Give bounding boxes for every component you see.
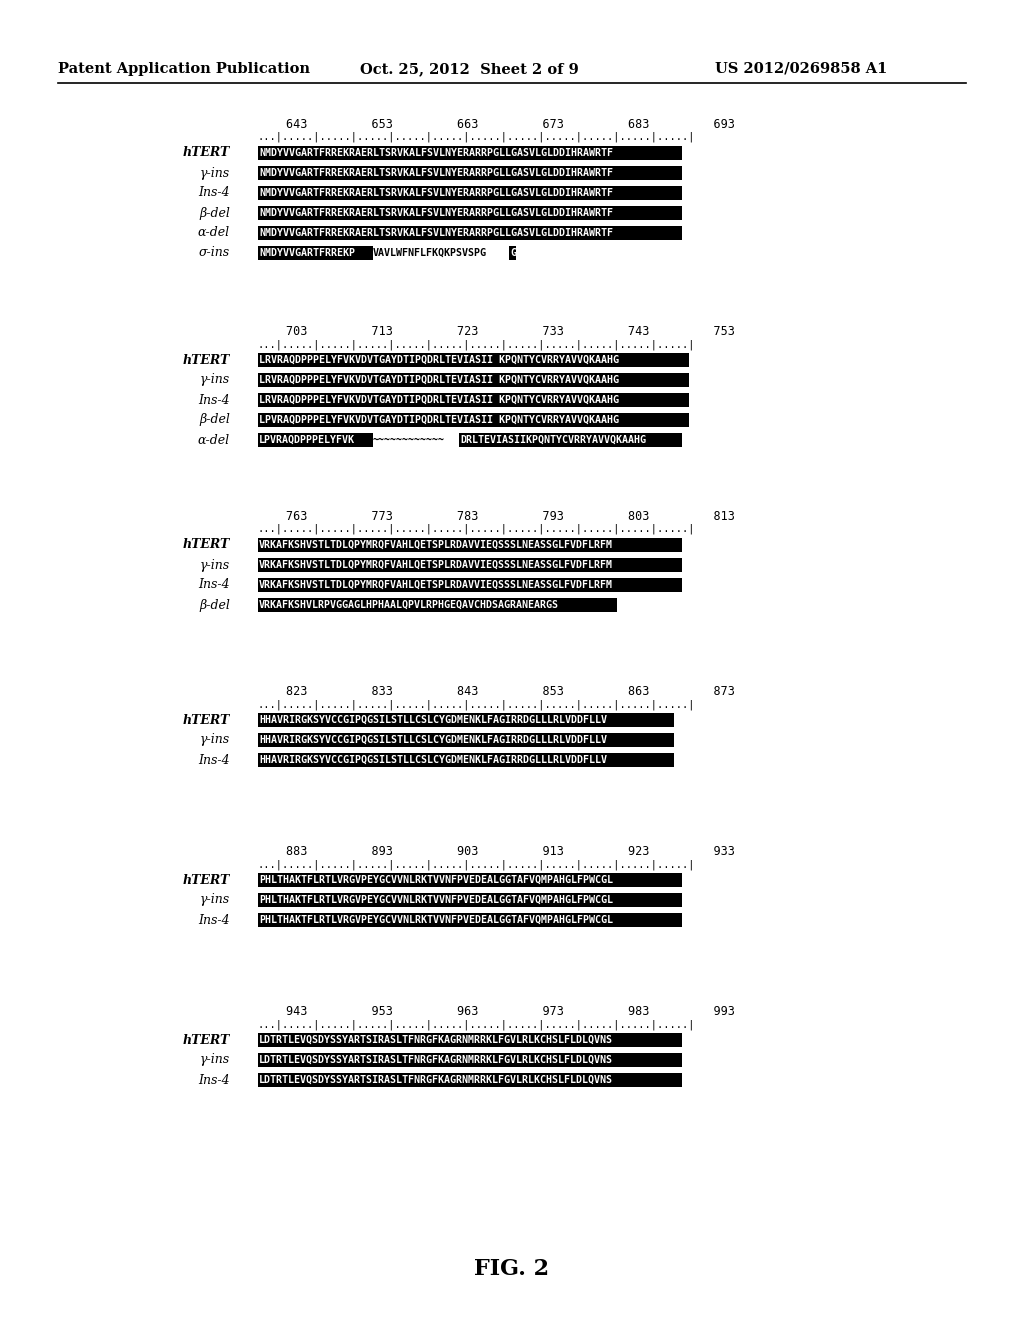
Bar [258,413,689,426]
Bar [258,733,675,747]
Text: 943         953         963         973         983         993: 943 953 963 973 983 993 [286,1005,735,1018]
Text: Ins-4: Ins-4 [199,1073,230,1086]
Text: LDTRTLEVQSDYSSYARTSIRASLTFNRGFKAGRNMRRKLFGVLRLKCHSLFLDLQVNS: LDTRTLEVQSDYSSYARTSIRASLTFNRGFKAGRNMRRKL… [259,1074,613,1085]
Text: HHAVRIRGKSYVCCGIPQGSILSTLLCSLCYGDMENKLFAGIRRDGLLLRLVDDFLLV: HHAVRIRGKSYVCCGIPQGSILSTLLCSLCYGDMENKLFA… [259,735,607,744]
Text: α-del: α-del [198,433,230,446]
Text: α-del: α-del [198,227,230,239]
Text: HHAVRIRGKSYVCCGIPQGSILSTLLCSLCYGDMENKLFAGIRRDGLLLRLVDDFLLV: HHAVRIRGKSYVCCGIPQGSILSTLLCSLCYGDMENKLFA… [259,755,607,766]
Text: PHLTHAKTFLRTLVRGVPEYGCVVNLRKTVVNFPVEDEALGGTAFVQMPAHGLFPWCGL: PHLTHAKTFLRTLVRGVPEYGCVVNLRKTVVNFPVEDEAL… [259,915,613,925]
Text: ...|.....|.....|.....|.....|.....|.....|.....|.....|.....|.....|.....|: ...|.....|.....|.....|.....|.....|.....|… [258,1019,695,1030]
Text: ...|.....|.....|.....|.....|.....|.....|.....|.....|.....|.....|.....|: ...|.....|.....|.....|.....|.....|.....|… [258,700,695,710]
Bar [258,206,682,220]
Text: LRVRAQDPPPELYFVKVDVTGAYDTIPQDRLTEVIASII KPQNTYCVRRYAVVQKAAHG: LRVRAQDPPPELYFVKVDVTGAYDTIPQDRLTEVIASII … [259,395,618,405]
Text: Ins-4: Ins-4 [199,754,230,767]
Text: 823         833         843         853         863         873: 823 833 843 853 863 873 [286,685,735,698]
Text: Patent Application Publication: Patent Application Publication [58,62,310,77]
Text: γ-ins: γ-ins [200,734,230,747]
Text: VRKAFKSHVSTLTDLQPYMRQFVAHLQETSPLRDAVVIEQSSSLNEASSGLFVDFLRFM: VRKAFKSHVSTLTDLQPYMRQFVAHLQETSPLRDAVVIEQ… [259,540,613,550]
Bar [258,873,682,887]
Text: LDTRTLEVQSDYSSYARTSIRASLTFNRGFKAGRNMRRKLFGVLRLKCHSLFLDLQVNS: LDTRTLEVQSDYSSYARTSIRASLTFNRGFKAGRNMRRKL… [259,1055,613,1065]
Text: hTERT: hTERT [182,874,230,887]
Text: Oct. 25, 2012  Sheet 2 of 9: Oct. 25, 2012 Sheet 2 of 9 [360,62,579,77]
Text: LPVRAQDPPPELYFVKVDVTGAYDTIPQDRLTEVIASII KPQNTYCVRRYAVVQKAAHG: LPVRAQDPPPELYFVKVDVTGAYDTIPQDRLTEVIASII … [259,414,618,425]
Text: γ-ins: γ-ins [200,166,230,180]
Bar [258,752,675,767]
Text: σ-ins: σ-ins [199,247,230,260]
Text: VRKAFKSHVLRPVGGAGLHPHAALQPVLRPHGEQAVCHDSAGRANEARGS: VRKAFKSHVLRPVGGAGLHPHAALQPVLRPHGEQAVCHDS… [259,601,559,610]
Text: 763         773         783         793         803         813: 763 773 783 793 803 813 [286,510,735,523]
Text: ...|.....|.....|.....|.....|.....|.....|.....|.....|.....|.....|.....|: ...|.....|.....|.....|.....|.....|.....|… [258,339,695,350]
Bar [258,393,689,407]
Text: VRKAFKSHVSTLTDLQPYMRQFVAHLQETSPLRDAVVIEQSSSLNEASSGLFVDFLRFM: VRKAFKSHVSTLTDLQPYMRQFVAHLQETSPLRDAVVIEQ… [259,560,613,570]
Text: LPVRAQDPPPELYFVK: LPVRAQDPPPELYFVK [259,436,355,445]
Text: LDTRTLEVQSDYSSYARTSIRASLTFNRGFKAGRNMRRKLFGVLRLKCHSLFLDLQVNS: LDTRTLEVQSDYSSYARTSIRASLTFNRGFKAGRNMRRKL… [259,1035,613,1045]
Text: 703         713         723         733         743         753: 703 713 723 733 743 753 [286,325,735,338]
Text: ...|.....|.....|.....|.....|.....|.....|.....|.....|.....|.....|.....|: ...|.....|.....|.....|.....|.....|.....|… [258,859,695,870]
Bar [509,246,516,260]
Bar [258,1034,682,1047]
Text: γ-ins: γ-ins [200,894,230,907]
Text: HHAVRIRGKSYVCCGIPQGSILSTLLCSLCYGDMENKLFAGIRRDGLLLRLVDDFLLV: HHAVRIRGKSYVCCGIPQGSILSTLLCSLCYGDMENKLFA… [259,715,607,725]
Text: 883         893         903         913         923         933: 883 893 903 913 923 933 [286,845,735,858]
Text: β-del: β-del [199,413,230,426]
Bar [258,147,682,160]
Text: γ-ins: γ-ins [200,374,230,387]
Text: LRVRAQDPPPELYFVKVDVTGAYDTIPQDRLTEVIASII KPQNTYCVRRYAVVQKAAHG: LRVRAQDPPPELYFVKVDVTGAYDTIPQDRLTEVIASII … [259,375,618,385]
Bar [258,186,682,201]
Text: NMDYVVGARTFRREKRAERLTSRVKALFSVLNYERARRPGLLGASVLGLDDIHRAWRTF: NMDYVVGARTFRREKRAERLTSRVKALFSVLNYERARRPG… [259,209,613,218]
Text: NMDYVVGARTFRREKP: NMDYVVGARTFRREKP [259,248,355,257]
Text: DRLTEVIASIIKPQNTYCVRRYAVVQKAAHG: DRLTEVIASIIKPQNTYCVRRYAVVQKAAHG [460,436,646,445]
Bar [258,1073,682,1086]
Text: LRVRAQDPPPELYFVKVDVTGAYDTIPQDRLTEVIASII KPQNTYCVRRYAVVQKAAHG: LRVRAQDPPPELYFVKVDVTGAYDTIPQDRLTEVIASII … [259,355,618,366]
Text: VRKAFKSHVSTLTDLQPYMRQFVAHLQETSPLRDAVVIEQSSSLNEASSGLFVDFLRFM: VRKAFKSHVSTLTDLQPYMRQFVAHLQETSPLRDAVVIEQ… [259,579,613,590]
Text: ~~~~~~~~~~~~: ~~~~~~~~~~~~ [373,436,444,445]
Text: hTERT: hTERT [182,714,230,726]
Text: Ins-4: Ins-4 [199,578,230,591]
Bar [258,539,682,552]
Text: Ins-4: Ins-4 [199,393,230,407]
Text: Ins-4: Ins-4 [199,913,230,927]
Text: NMDYVVGARTFRREKRAERLTSRVKALFSVLNYERARRPGLLGASVLGLDDIHRAWRTF: NMDYVVGARTFRREKRAERLTSRVKALFSVLNYERARRPG… [259,187,613,198]
Bar [258,352,689,367]
Text: PHLTHAKTFLRTLVRGVPEYGCVVNLRKTVVNFPVEDEALGGTAFVQMPAHGLFPWCGL: PHLTHAKTFLRTLVRGVPEYGCVVNLRKTVVNFPVEDEAL… [259,895,613,906]
Bar [459,433,682,447]
Bar [258,433,373,447]
Text: G: G [510,248,516,257]
Text: NMDYVVGARTFRREKRAERLTSRVKALFSVLNYERARRPGLLGASVLGLDDIHRAWRTF: NMDYVVGARTFRREKRAERLTSRVKALFSVLNYERARRPG… [259,148,613,158]
Bar [258,166,682,180]
Text: US 2012/0269858 A1: US 2012/0269858 A1 [715,62,888,77]
Bar [258,1053,682,1067]
Text: Ins-4: Ins-4 [199,186,230,199]
Bar [258,913,682,927]
Text: NMDYVVGARTFRREKRAERLTSRVKALFSVLNYERARRPGLLGASVLGLDDIHRAWRTF: NMDYVVGARTFRREKRAERLTSRVKALFSVLNYERARRPG… [259,228,613,238]
Text: γ-ins: γ-ins [200,1053,230,1067]
Text: NMDYVVGARTFRREKRAERLTSRVKALFSVLNYERARRPGLLGASVLGLDDIHRAWRTF: NMDYVVGARTFRREKRAERLTSRVKALFSVLNYERARRPG… [259,168,613,178]
Text: hTERT: hTERT [182,354,230,367]
Text: ...|.....|.....|.....|.....|.....|.....|.....|.....|.....|.....|.....|: ...|.....|.....|.....|.....|.....|.....|… [258,524,695,535]
Text: PHLTHAKTFLRTLVRGVPEYGCVVNLRKTVVNFPVEDEALGGTAFVQMPAHGLFPWCGL: PHLTHAKTFLRTLVRGVPEYGCVVNLRKTVVNFPVEDEAL… [259,875,613,884]
Text: hTERT: hTERT [182,147,230,160]
Text: VAVLWFNFLFKQKPSVSPG: VAVLWFNFLFKQKPSVSPG [373,248,486,257]
Text: β-del: β-del [199,598,230,611]
Bar [258,578,682,591]
Text: hTERT: hTERT [182,1034,230,1047]
Bar [258,894,682,907]
Bar [258,713,675,727]
Text: β-del: β-del [199,206,230,219]
Bar [258,374,689,387]
Text: 643         653         663         673         683         693: 643 653 663 673 683 693 [286,117,735,131]
Bar [258,246,373,260]
Text: FIG. 2: FIG. 2 [474,1258,550,1280]
Bar [258,598,617,612]
Text: γ-ins: γ-ins [200,558,230,572]
Text: hTERT: hTERT [182,539,230,552]
Text: ...|.....|.....|.....|.....|.....|.....|.....|.....|.....|.....|.....|: ...|.....|.....|.....|.....|.....|.....|… [258,132,695,143]
Bar [258,226,682,240]
Bar [258,558,682,572]
